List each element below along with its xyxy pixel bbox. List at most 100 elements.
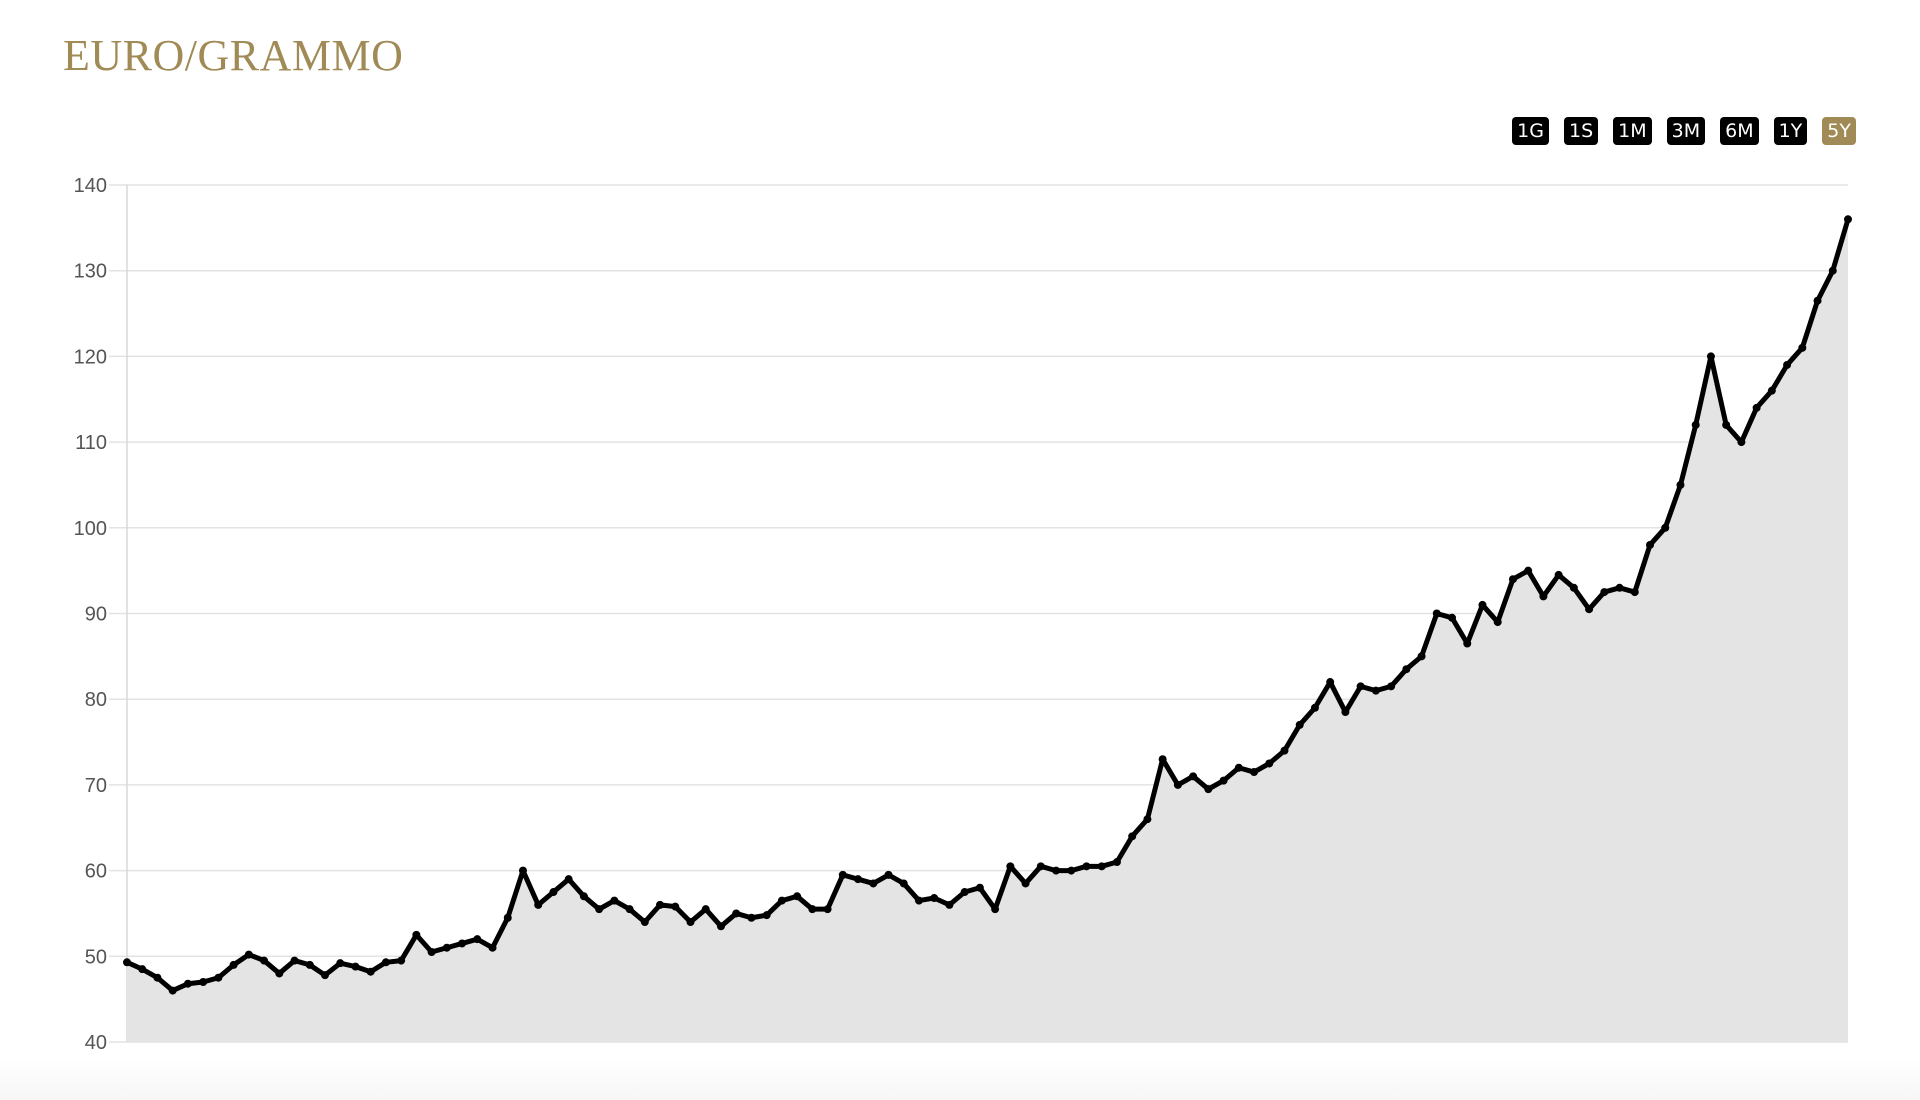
range-button-1g[interactable]: 1G bbox=[1512, 117, 1549, 145]
data-point bbox=[412, 930, 421, 939]
data-point bbox=[305, 960, 314, 969]
data-point bbox=[671, 902, 680, 911]
data-point bbox=[1448, 613, 1457, 622]
data-point bbox=[1783, 360, 1792, 369]
data-point bbox=[823, 905, 832, 914]
data-point bbox=[1234, 763, 1243, 772]
data-point bbox=[214, 973, 223, 982]
data-point bbox=[518, 866, 527, 875]
data-point bbox=[366, 967, 375, 976]
data-point bbox=[701, 905, 710, 914]
range-button-6m[interactable]: 6M bbox=[1720, 117, 1759, 145]
data-point bbox=[1295, 720, 1304, 729]
data-point bbox=[945, 900, 954, 909]
data-point bbox=[351, 962, 360, 971]
data-point bbox=[1844, 215, 1852, 224]
data-point bbox=[275, 969, 284, 978]
data-point bbox=[320, 971, 329, 980]
data-point bbox=[640, 918, 649, 927]
data-point bbox=[442, 943, 451, 952]
data-point bbox=[1036, 862, 1045, 871]
data-point bbox=[427, 948, 436, 957]
data-point bbox=[869, 879, 878, 888]
y-tick-label: 60 bbox=[85, 861, 107, 883]
y-tick-label: 130 bbox=[74, 261, 107, 283]
data-point bbox=[1493, 618, 1502, 627]
data-point bbox=[1600, 588, 1609, 597]
data-point bbox=[1554, 570, 1563, 579]
data-point bbox=[930, 894, 939, 903]
data-point bbox=[1082, 862, 1091, 871]
range-button-1m[interactable]: 1M bbox=[1613, 117, 1652, 145]
data-point bbox=[1752, 403, 1761, 412]
data-point bbox=[838, 870, 847, 879]
data-point bbox=[1539, 592, 1548, 601]
range-button-1y[interactable]: 1Y bbox=[1773, 117, 1808, 145]
area-fill bbox=[127, 219, 1848, 1042]
data-point bbox=[534, 900, 543, 909]
data-point bbox=[1630, 588, 1639, 597]
data-point bbox=[397, 956, 406, 965]
data-point bbox=[625, 905, 634, 914]
data-point bbox=[1767, 386, 1776, 395]
y-tick-label: 140 bbox=[74, 175, 107, 197]
data-point bbox=[488, 943, 497, 952]
data-point bbox=[260, 956, 269, 965]
data-point bbox=[854, 875, 863, 884]
data-point bbox=[1646, 540, 1655, 549]
data-point bbox=[884, 870, 893, 879]
data-point bbox=[290, 956, 299, 965]
data-point bbox=[1310, 703, 1319, 712]
data-point bbox=[473, 935, 482, 944]
data-point bbox=[610, 896, 619, 905]
data-point bbox=[1356, 682, 1365, 691]
data-point bbox=[1173, 780, 1182, 789]
data-point bbox=[579, 892, 588, 901]
y-tick-label: 70 bbox=[85, 775, 107, 797]
data-point bbox=[1478, 600, 1487, 609]
data-point bbox=[1813, 296, 1822, 305]
data-point bbox=[1189, 772, 1198, 781]
data-point bbox=[153, 973, 162, 982]
y-tick-label: 80 bbox=[85, 689, 107, 711]
data-point bbox=[1706, 352, 1715, 361]
data-point bbox=[549, 888, 558, 897]
data-point bbox=[975, 883, 984, 892]
data-point bbox=[1432, 609, 1441, 618]
data-point bbox=[1722, 420, 1731, 429]
data-point bbox=[656, 900, 665, 909]
data-point bbox=[762, 911, 771, 920]
data-point bbox=[899, 879, 908, 888]
data-point bbox=[747, 913, 756, 922]
data-point bbox=[503, 913, 512, 922]
data-point bbox=[808, 905, 817, 914]
data-point bbox=[1204, 785, 1213, 794]
data-point bbox=[123, 958, 131, 967]
data-point bbox=[1798, 343, 1807, 352]
data-point bbox=[1143, 815, 1152, 824]
data-point bbox=[1508, 575, 1517, 584]
data-point bbox=[1067, 866, 1076, 875]
data-point bbox=[1250, 768, 1259, 777]
data-point bbox=[229, 960, 238, 969]
data-point bbox=[1128, 832, 1137, 841]
range-button-1s[interactable]: 1S bbox=[1563, 117, 1599, 145]
y-tick-label: 100 bbox=[74, 518, 107, 540]
data-point bbox=[1112, 858, 1121, 867]
data-point bbox=[1463, 639, 1472, 648]
data-point bbox=[138, 965, 147, 974]
data-point bbox=[1387, 682, 1396, 691]
range-button-5y[interactable]: 5Y bbox=[1822, 117, 1856, 145]
data-point bbox=[716, 922, 725, 931]
data-point bbox=[1661, 523, 1670, 532]
data-point bbox=[595, 905, 604, 914]
data-point bbox=[381, 958, 390, 967]
range-button-3m[interactable]: 3M bbox=[1666, 117, 1706, 145]
data-point bbox=[1524, 566, 1533, 575]
data-point bbox=[1265, 759, 1274, 768]
data-point bbox=[686, 918, 695, 927]
range-selector: 1G 1S 1M 3M 6M 1Y 5Y bbox=[1512, 117, 1856, 145]
data-point bbox=[336, 959, 345, 968]
data-point bbox=[1737, 438, 1746, 447]
data-point bbox=[1371, 686, 1380, 695]
